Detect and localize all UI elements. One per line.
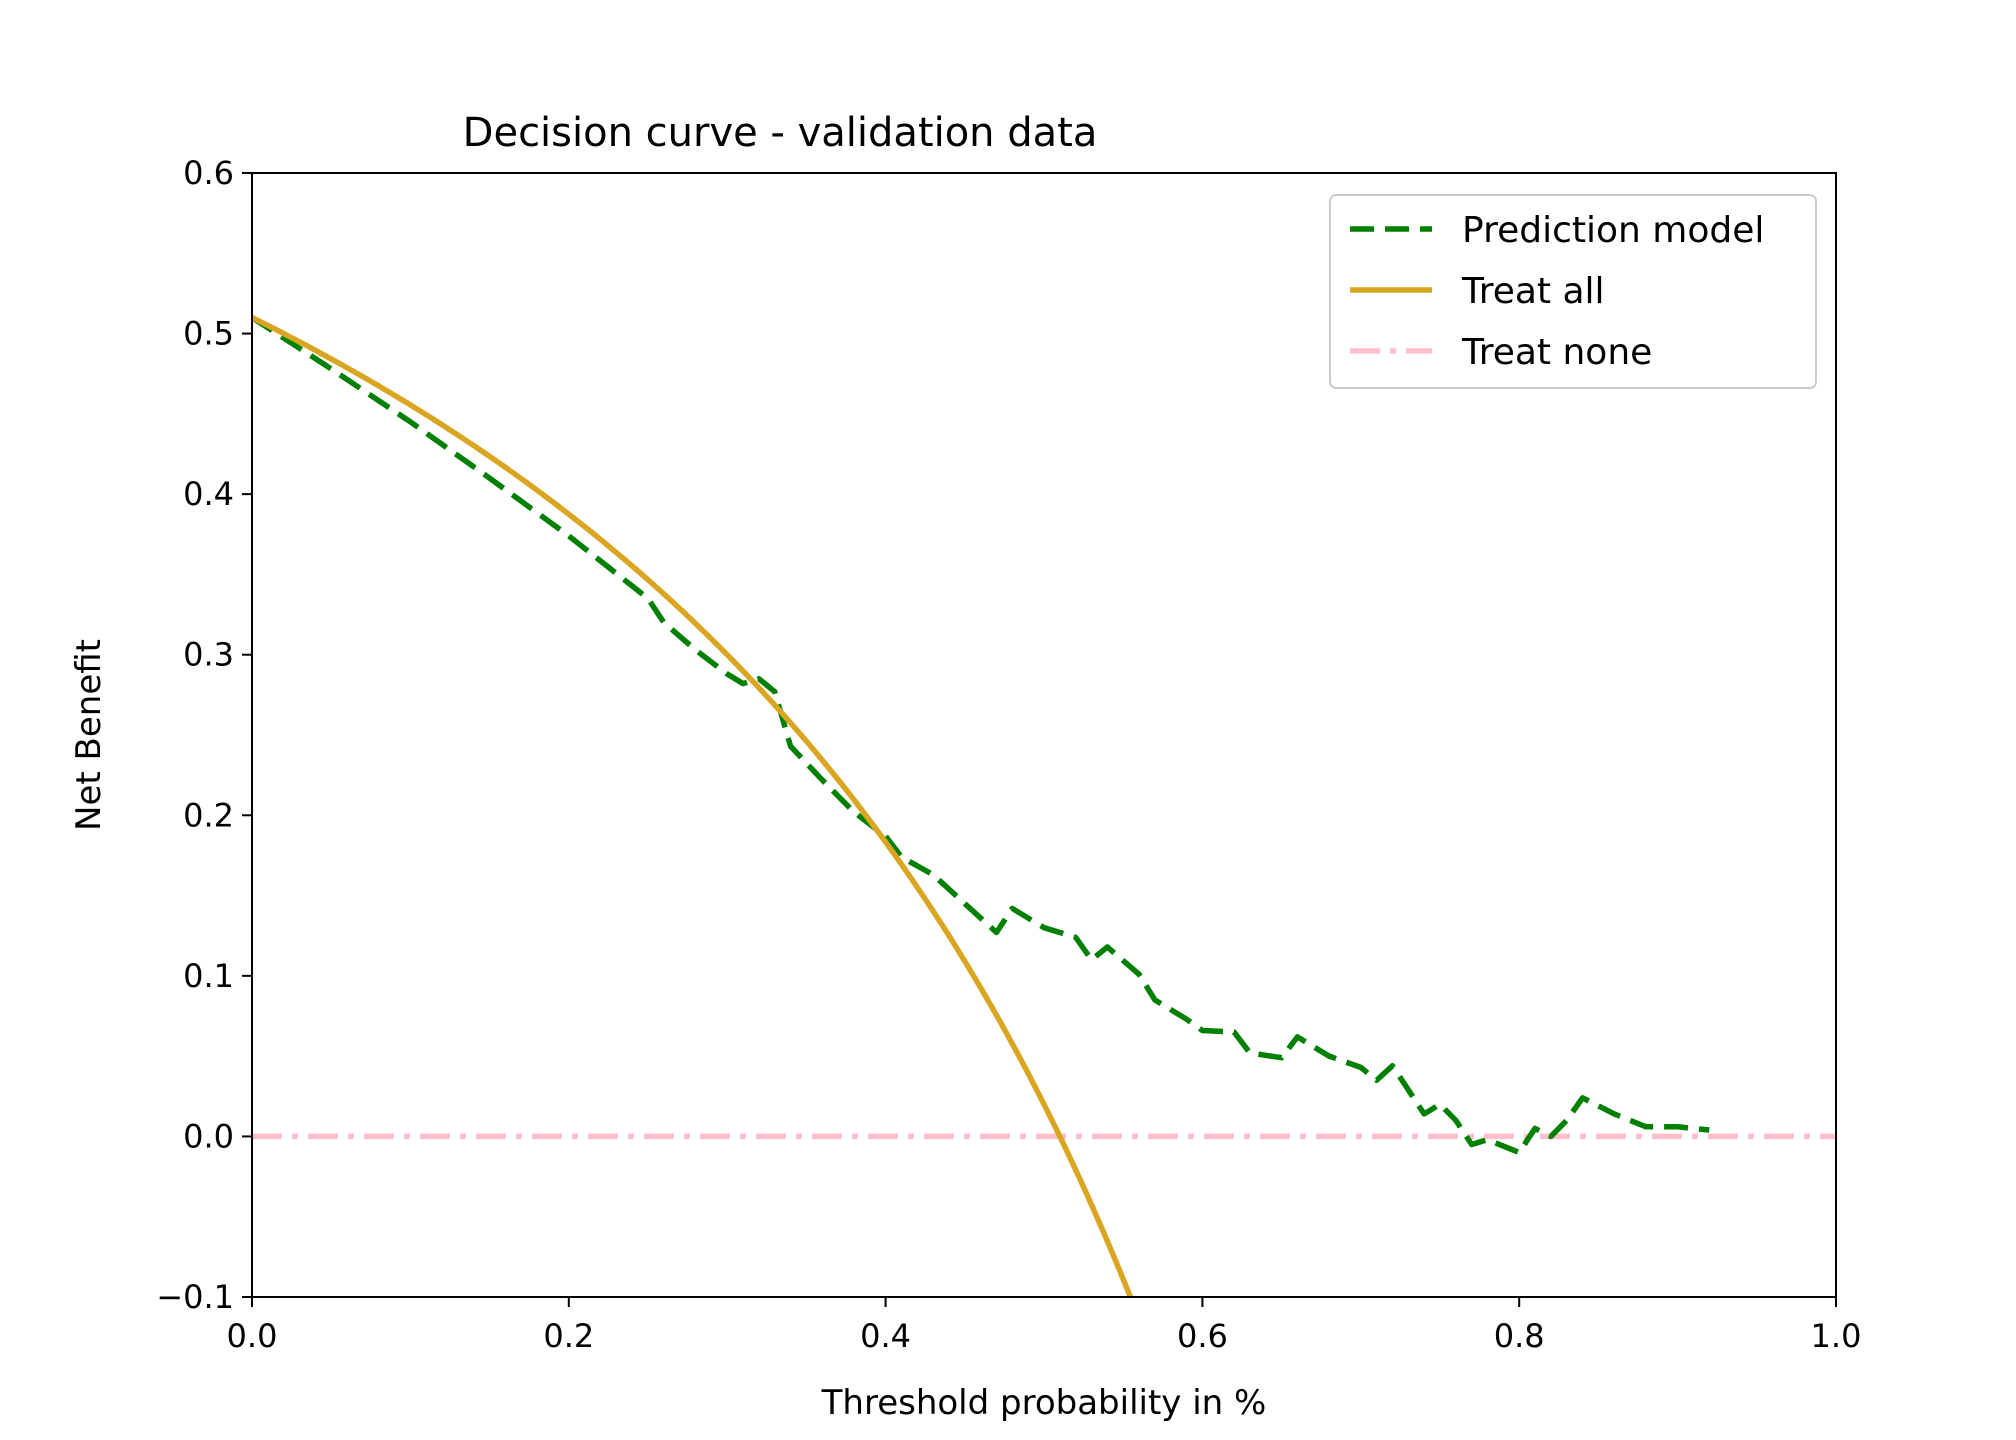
series-line-treat-all [252,315,1134,1297]
y-axis-label: Net Benefit [69,639,109,831]
y-axis: −0.1 0.0 0.1 0.2 0.3 0.4 0.5 0.6 [156,154,252,1316]
x-axis: 0.0 0.2 0.4 0.6 0.8 1.0 [227,1297,1862,1355]
legend-label-prediction-model: Prediction model [1462,210,1764,251]
legend-label-treat-all: Treat all [1461,271,1605,312]
legend-label-treat-none: Treat none [1461,332,1652,373]
y-tick-label: 0.4 [183,475,234,513]
y-tick-label: 0.2 [183,796,234,834]
y-tick-label: 0.5 [183,315,234,353]
x-tick-label: 0.0 [227,1317,278,1355]
x-axis-label: Threshold probability in % [821,1383,1267,1423]
y-tick-label: 0.0 [183,1117,234,1155]
y-tick-label: 0.3 [183,636,234,674]
series-layer [252,315,1836,1297]
x-tick-label: 0.4 [860,1317,911,1355]
x-tick-label: 0.6 [1177,1317,1228,1355]
legend-box [1329,194,1817,389]
legend: Prediction model Treat all Treat none [1329,194,1817,389]
plot-frame [251,172,1837,1298]
chart-title: Decision curve - validation data [463,110,1098,156]
x-tick-label: 0.2 [543,1317,594,1355]
series-line-prediction-model [252,315,1710,1156]
y-tick-label: −0.1 [156,1278,234,1316]
y-tick-label: 0.1 [183,957,234,995]
x-tick-label: 1.0 [1811,1317,1862,1355]
y-tick-label: 0.6 [183,154,234,192]
x-tick-label: 0.8 [1494,1317,1545,1355]
